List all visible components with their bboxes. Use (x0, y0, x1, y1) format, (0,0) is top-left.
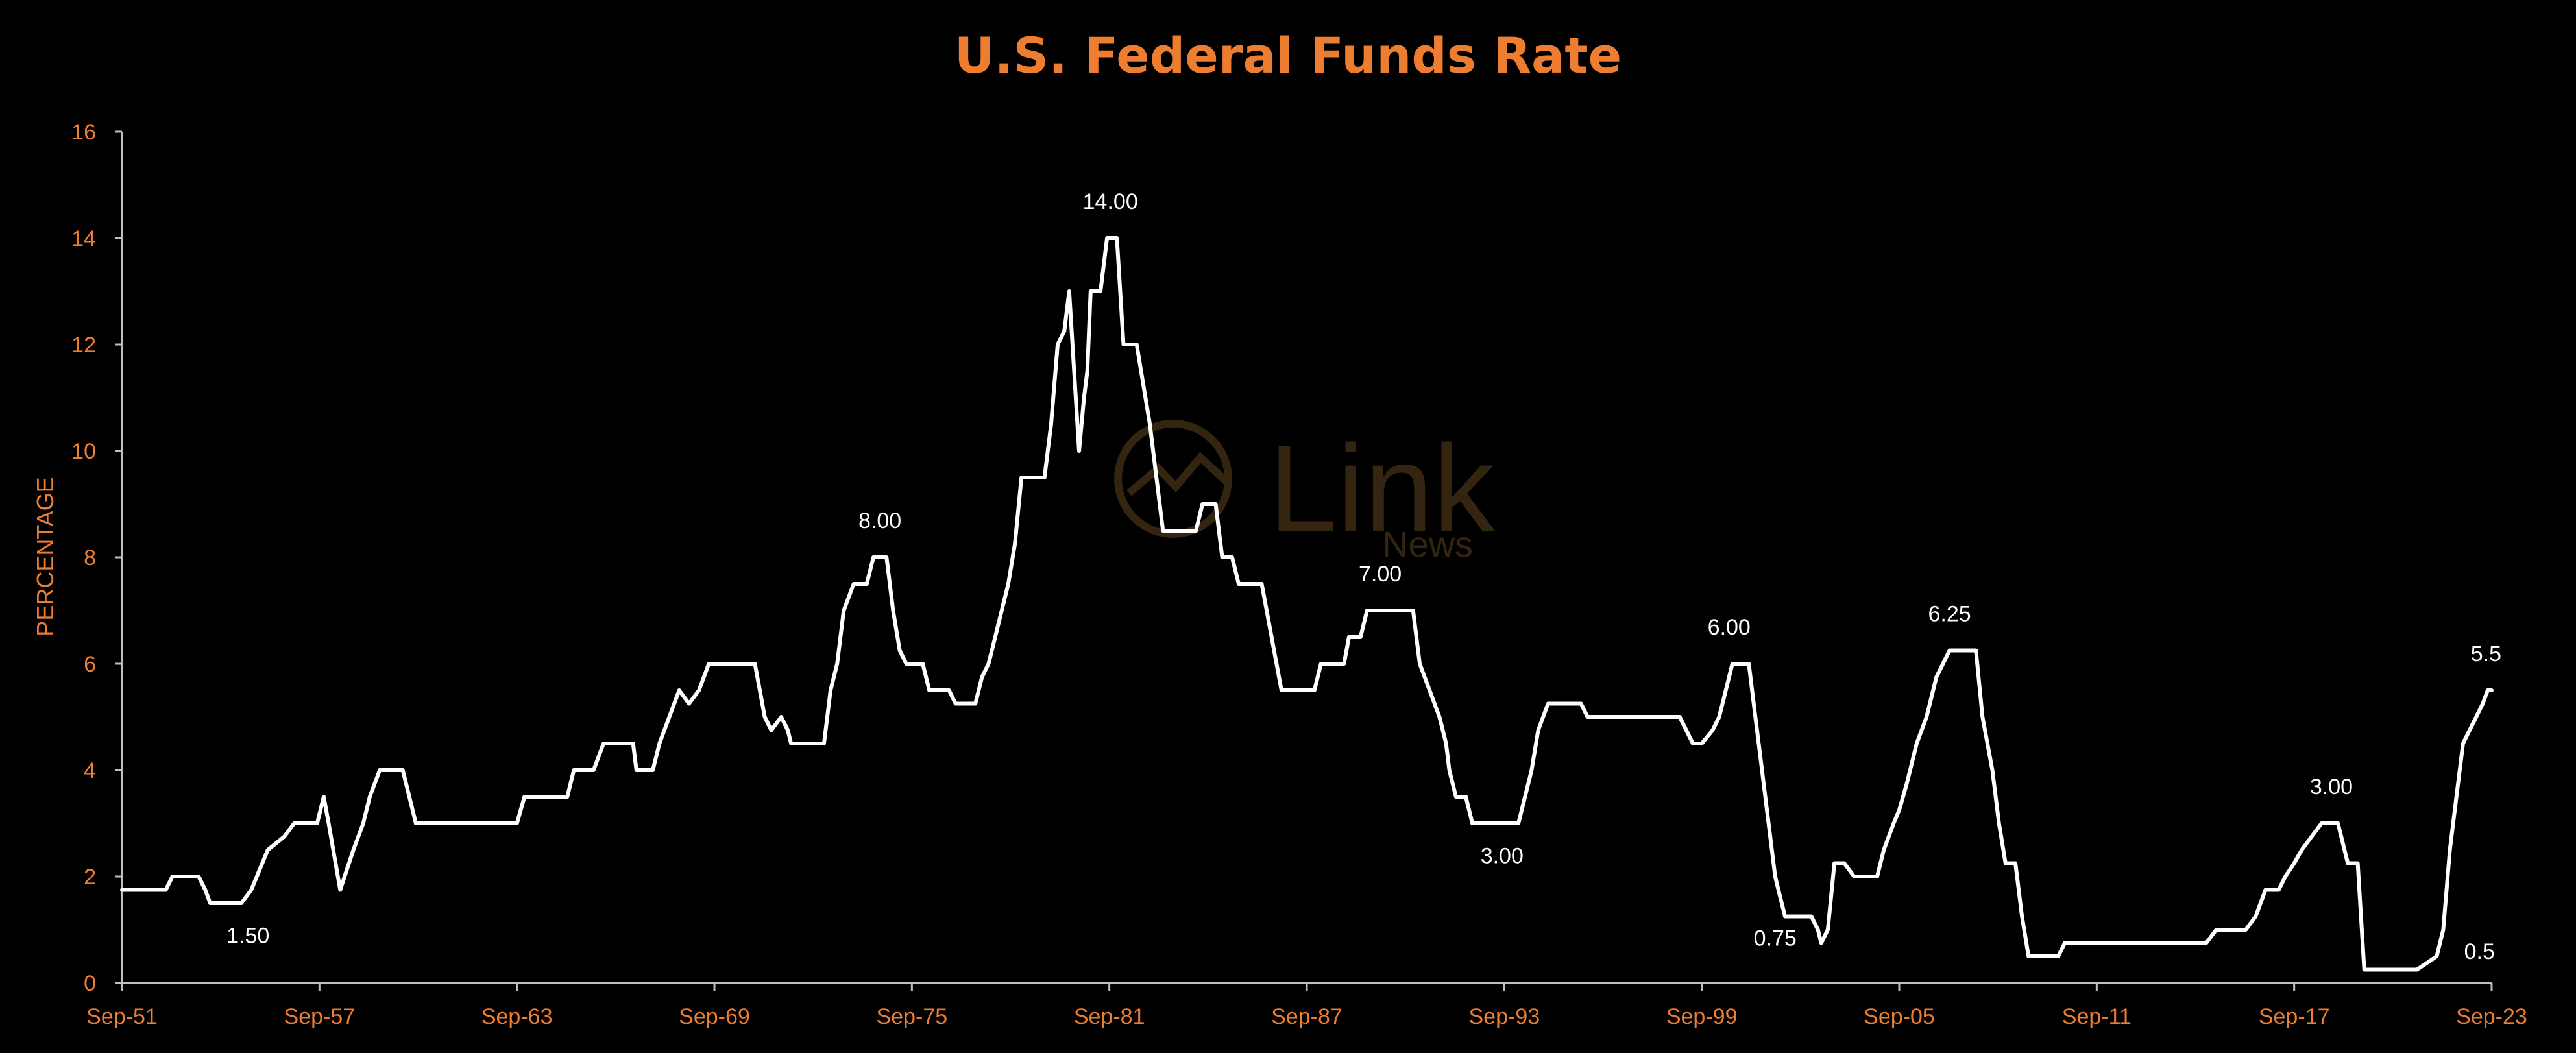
series-lines (120, 236, 2494, 972)
watermark-logo: Link News (1114, 420, 1496, 564)
data-labels: 1.50 8.00 14.00 7.00 3.00 6.00 0.75 6.25 3.00 5.5… (226, 189, 2501, 964)
y-tick-label: 0 (84, 971, 96, 996)
x-axis-ticks: Sep-51 Sep-57 Sep-63 Sep-69 Sep-75 Sep-81 Sep-… (86, 983, 2527, 1029)
data-label: 8.00 (858, 509, 901, 533)
y-axis-ticks: 0 2 4 6 8 10 12 14 16 (71, 120, 122, 996)
data-label: 6.25 (1928, 601, 1971, 626)
data-label: 3.00 (1481, 844, 1524, 869)
x-tick-label: Sep-93 (1469, 1004, 1540, 1029)
data-label: 5.5 (2471, 642, 2501, 666)
x-tick-label: Sep-75 (877, 1004, 948, 1029)
x-tick-label: Sep-51 (86, 1004, 158, 1029)
x-tick-label: Sep-05 (1864, 1004, 1935, 1029)
y-tick-label: 16 (71, 120, 96, 145)
x-tick-label: Sep-63 (481, 1004, 553, 1029)
data-label: 7.00 (1359, 562, 1402, 587)
series-line (120, 236, 2494, 972)
x-tick-label: Sep-99 (1666, 1004, 1738, 1029)
watermark-logo-text: Link (1269, 420, 1496, 557)
chart-title: U.S. Federal Funds Rate (954, 27, 1622, 84)
data-label: 1.50 (226, 924, 269, 949)
x-tick-label: Sep-87 (1271, 1004, 1343, 1029)
data-label: 0.75 (1754, 926, 1797, 951)
data-label: 6.00 (1708, 615, 1751, 640)
x-tick-label: Sep-17 (2259, 1004, 2330, 1029)
y-axis-label: PERCENTAGE (32, 477, 58, 636)
y-tick-label: 8 (84, 546, 96, 570)
watermark-sub-text: News (1382, 524, 1473, 564)
x-tick-label: Sep-69 (679, 1004, 750, 1029)
watermark-mountain-icon (1126, 452, 1230, 496)
x-tick-label: Sep-23 (2456, 1004, 2527, 1029)
y-tick-label: 4 (84, 758, 96, 783)
data-label: 14.00 (1083, 189, 1138, 214)
y-tick-label: 10 (71, 439, 96, 464)
x-tick-label: Sep-11 (2062, 1004, 2132, 1029)
y-tick-label: 14 (71, 226, 96, 251)
data-label: 3.00 (2310, 775, 2353, 799)
y-tick-label: 12 (71, 333, 96, 357)
x-tick-label: Sep-57 (284, 1004, 356, 1029)
y-tick-label: 2 (84, 865, 96, 890)
data-label: 0.5 (2464, 939, 2495, 964)
y-tick-label: 6 (84, 652, 96, 677)
x-tick-label: Sep-81 (1074, 1004, 1145, 1029)
